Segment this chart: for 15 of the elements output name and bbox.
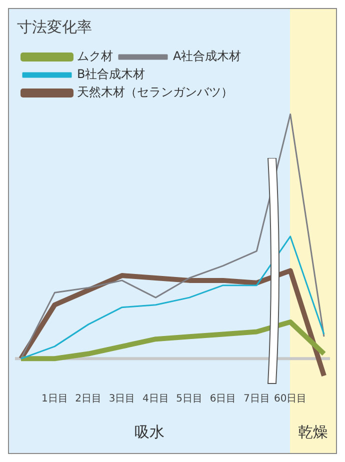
x-tick-label: 60日目 <box>274 394 307 405</box>
x-tick-label: 2日目 <box>75 394 102 405</box>
x-tick-label: 4日目 <box>142 394 169 405</box>
x-tick-label: 3日目 <box>108 394 136 405</box>
text: 乾燥 <box>298 422 328 441</box>
legend-label: 天然木材（セランガンバツ） <box>77 85 233 100</box>
x-tick-label: 1日目 <box>41 394 68 405</box>
x-tick-label: 5日目 <box>176 394 203 405</box>
legend-label: A社合成木材 <box>173 49 242 64</box>
x-tick-label: 7日目 <box>243 394 270 405</box>
legend-label: ムク材 <box>77 49 113 64</box>
chart-title: 寸法変化率 <box>17 18 92 36</box>
legend-label: B社合成木材 <box>77 67 146 82</box>
x-tick-label: 6日目 <box>210 394 236 405</box>
text: 吸水 <box>134 422 165 441</box>
